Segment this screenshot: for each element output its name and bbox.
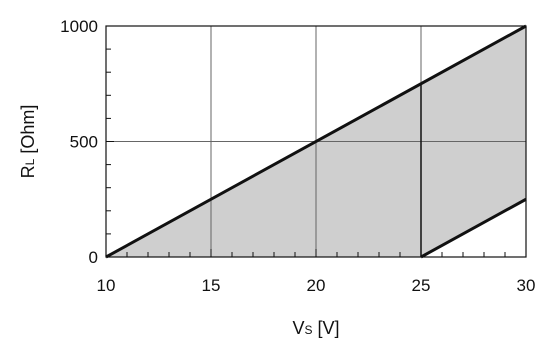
y-tick-label-1000: 1000 (60, 17, 98, 36)
x-tick-label-10: 10 (97, 276, 116, 295)
x-tick-labels: 10 15 20 25 30 (97, 276, 536, 295)
lower-boundary-line (420, 197, 527, 259)
y-axis-label: RL [Ohm] (18, 105, 38, 179)
x-axis-label: VS [V] (292, 318, 339, 338)
x-tick-label-30: 30 (517, 276, 536, 295)
y-tick-label-0: 0 (89, 248, 98, 267)
x-tick-label-20: 20 (307, 276, 326, 295)
plot-frame (105, 25, 527, 258)
x-tick-label-25: 25 (412, 276, 431, 295)
x-tick-label-15: 15 (202, 276, 221, 295)
y-tick-label-500: 500 (70, 133, 98, 152)
y-tick-labels: 0 500 1000 (60, 17, 98, 267)
upper-boundary-line (105, 24, 527, 259)
